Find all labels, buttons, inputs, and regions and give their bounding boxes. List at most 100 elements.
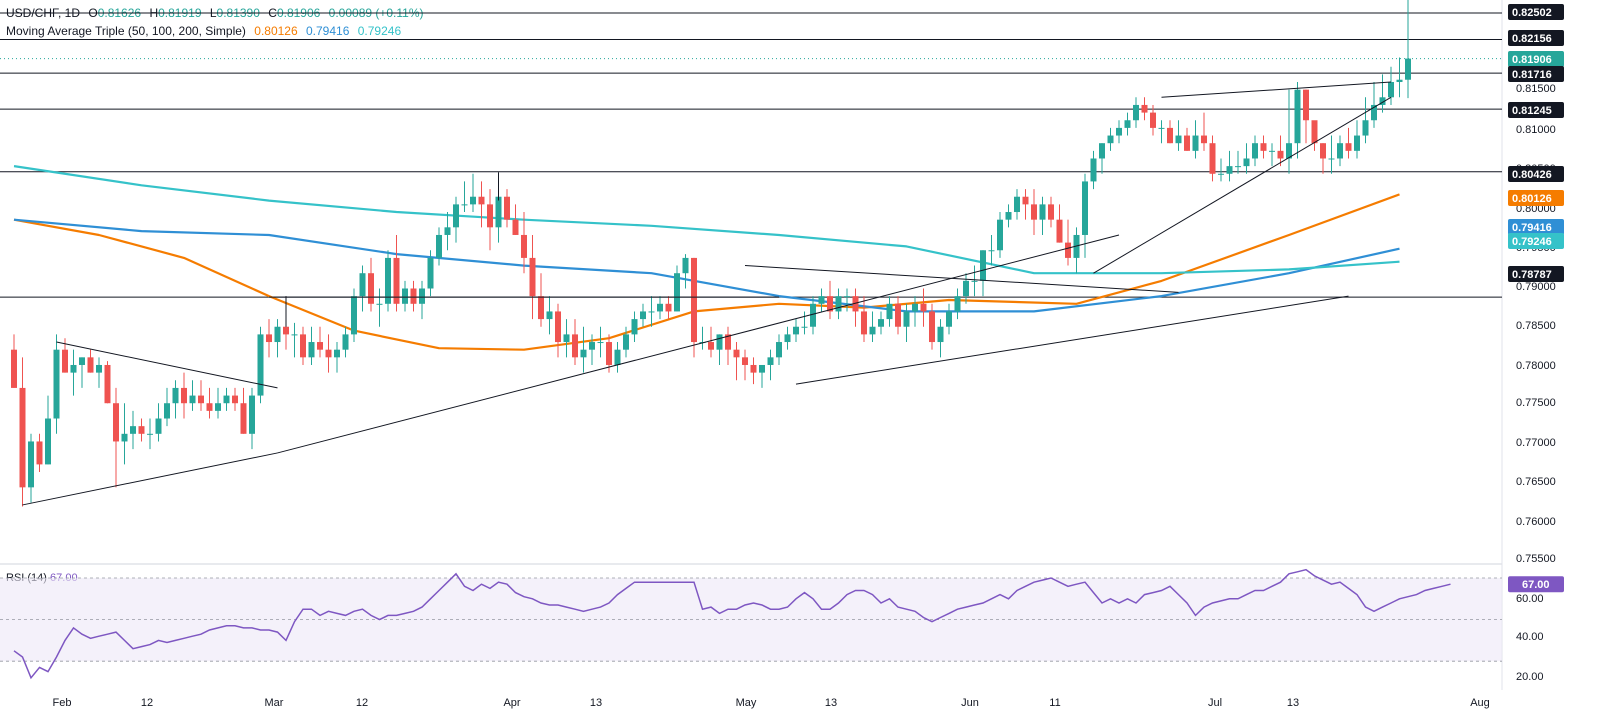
candle-body <box>1362 120 1369 136</box>
candle-body <box>1337 143 1343 159</box>
candle <box>895 296 901 335</box>
candle <box>852 288 859 327</box>
candle-body <box>1328 158 1335 160</box>
candle <box>1354 120 1360 159</box>
candle <box>589 334 595 365</box>
candle <box>155 403 162 442</box>
candle <box>1048 196 1054 228</box>
candle <box>266 319 272 358</box>
candle-body <box>674 273 680 312</box>
candle <box>393 234 400 312</box>
candle-body <box>844 296 850 298</box>
candle <box>963 273 969 304</box>
price-tag: 0.82502 <box>1508 4 1564 20</box>
trendline <box>744 265 1179 293</box>
candle-body <box>818 296 825 304</box>
rsi-polyline <box>13 568 1451 680</box>
candle <box>138 418 145 442</box>
candle-body <box>1311 120 1318 144</box>
candle <box>402 280 408 312</box>
candle-body <box>487 204 493 228</box>
candle <box>96 357 102 388</box>
candle-body <box>232 395 238 404</box>
candle-body <box>572 334 578 358</box>
candle <box>223 387 230 411</box>
time-tick-label: Feb <box>53 697 72 709</box>
candles <box>11 0 1411 507</box>
price-tag: 0.79416 <box>1508 219 1564 235</box>
candle <box>733 342 740 381</box>
candle-body <box>215 403 221 411</box>
candle <box>606 334 612 373</box>
candle <box>325 334 332 373</box>
candle <box>1141 97 1148 121</box>
candle <box>1226 150 1233 182</box>
candle-body <box>623 334 629 350</box>
candle-body <box>206 403 213 411</box>
candle-body <box>750 364 757 373</box>
candle-body <box>1158 127 1165 129</box>
candle-body <box>648 311 655 313</box>
candle <box>1099 143 1105 174</box>
candle <box>512 204 519 235</box>
rsi-tag-bg <box>1508 576 1564 593</box>
candle <box>784 326 791 350</box>
candle-body <box>1031 204 1037 220</box>
candle-body <box>852 296 859 312</box>
candle <box>342 326 349 358</box>
candle-body <box>1277 150 1284 159</box>
candle <box>614 342 621 373</box>
candle-body <box>249 395 255 434</box>
candle <box>1303 89 1309 144</box>
rsi-line <box>13 568 1451 680</box>
candle-body <box>555 311 561 343</box>
candle-body <box>1201 135 1207 144</box>
candle <box>1286 89 1292 174</box>
time-tick-label: Aug <box>1470 697 1490 709</box>
candle <box>19 357 26 507</box>
price-tag-bg <box>1508 66 1564 82</box>
candle-body <box>1405 58 1411 80</box>
candle-body <box>1235 166 1241 168</box>
candle <box>1396 57 1403 98</box>
candle-body <box>291 334 298 336</box>
candle <box>1209 135 1216 182</box>
candle <box>920 288 927 327</box>
price-tag-text: 0.78787 <box>1512 269 1552 281</box>
candle-body <box>682 257 689 274</box>
candle-body <box>342 334 349 350</box>
candle <box>487 189 493 251</box>
candle <box>742 349 748 381</box>
candle <box>427 250 434 297</box>
trendline <box>1161 81 1392 98</box>
time-tick-label: 13 <box>825 697 837 709</box>
rsi-tick-label: 40.00 <box>1516 631 1544 643</box>
candle-body <box>538 296 544 320</box>
candle-body <box>1133 104 1139 121</box>
candle <box>818 288 825 312</box>
candle <box>759 364 765 388</box>
candle <box>1090 150 1097 190</box>
candle-body <box>971 280 978 282</box>
candle <box>419 280 425 320</box>
candle <box>130 410 136 450</box>
candle <box>1107 127 1114 151</box>
candle <box>1031 189 1037 235</box>
candle <box>70 349 77 396</box>
candle-body <box>657 303 663 312</box>
candle <box>674 265 680 312</box>
candle-body <box>963 280 969 297</box>
candle-body <box>87 357 94 373</box>
candle-body <box>1260 143 1267 151</box>
candle <box>11 334 17 388</box>
candle <box>954 288 961 320</box>
candle-body <box>283 326 289 335</box>
candle-body <box>427 257 434 289</box>
candle-body <box>240 403 247 434</box>
candle-body <box>521 234 527 258</box>
candle <box>521 212 527 274</box>
candle <box>869 311 876 343</box>
price-tick-label: 0.81500 <box>1516 83 1556 95</box>
candle <box>631 311 638 343</box>
